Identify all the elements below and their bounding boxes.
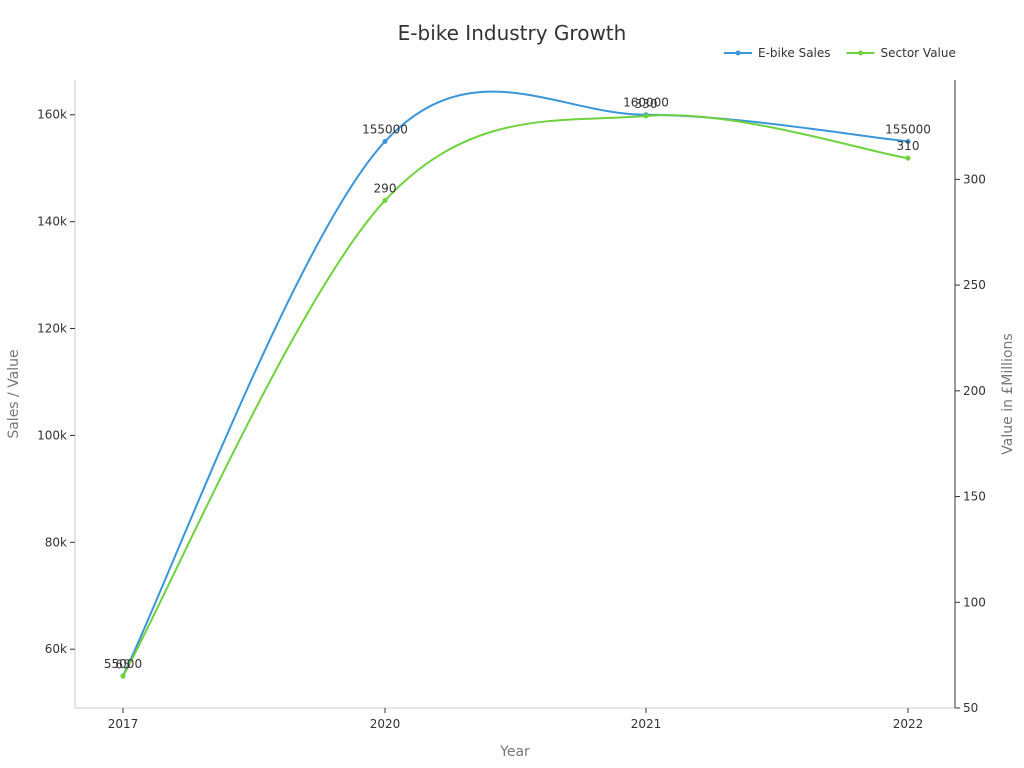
- left-tick-label-1: 80k: [45, 535, 67, 549]
- series-1-point-3: [905, 155, 911, 161]
- series-line-1: [122, 114, 909, 677]
- right-axis-title: Value in £Millions: [1000, 333, 1016, 454]
- x-tick-label-3: 2022: [893, 717, 924, 731]
- series-0-label-3: 155000: [885, 122, 931, 136]
- series-0-label-0: 55000: [104, 657, 142, 671]
- series-0-label-2: 160000: [623, 96, 669, 110]
- right-tick-label-1: 100: [963, 595, 986, 609]
- series-0-label-1: 155000: [362, 122, 408, 136]
- right-tick-label-5: 300: [963, 172, 986, 186]
- series-0-point-3: [905, 138, 911, 144]
- legend-marker-1: [858, 50, 864, 56]
- right-tick-label-4: 250: [963, 278, 986, 292]
- left-tick-label-0: 60k: [45, 642, 67, 656]
- legend-label-1: Sector Value: [881, 46, 956, 60]
- x-tick-label-1: 2020: [370, 717, 401, 731]
- left-tick-label-4: 140k: [37, 215, 67, 229]
- series-1-label-0: 65: [115, 657, 130, 671]
- x-axis-title: Year: [499, 744, 530, 760]
- x-axis-ticks: 2017 2020 2021 2022: [108, 708, 924, 731]
- series-1-label-1: 290: [374, 182, 397, 196]
- right-tick-label-0: 50: [963, 701, 978, 715]
- series-1-point-2: [643, 113, 649, 119]
- series-1-point-1: [382, 198, 388, 204]
- legend-marker-0: [735, 50, 741, 56]
- data-labels: 55000 155000 160000 155000 65 290 330 310: [104, 96, 931, 672]
- right-tick-label-3: 200: [963, 384, 986, 398]
- chart-title: E-bike Industry Growth: [398, 21, 627, 45]
- x-tick-label-0: 2017: [108, 717, 139, 731]
- series-1-point-0: [120, 673, 126, 679]
- legend: E-bike Sales Sector Value: [724, 46, 956, 60]
- legend-label-0: E-bike Sales: [758, 46, 831, 60]
- left-tick-label-2: 100k: [37, 428, 67, 442]
- series-layer: [120, 90, 911, 679]
- right-axis-ticks: 50 100 150 200 250 300: [955, 172, 986, 715]
- left-tick-label-5: 160k: [37, 108, 67, 122]
- x-tick-label-2: 2021: [631, 717, 662, 731]
- series-0-point-1: [382, 138, 388, 144]
- left-axis-ticks: 60k 80k 100k 120k 140k 160k: [37, 108, 75, 656]
- right-tick-label-2: 150: [963, 490, 986, 504]
- series-1-label-2: 330: [635, 97, 658, 111]
- left-tick-label-3: 120k: [37, 322, 67, 336]
- series-line-0: [122, 90, 909, 677]
- left-axis-title: Sales / Value: [6, 349, 22, 438]
- series-1-label-3: 310: [897, 139, 920, 153]
- plot-area: [74, 80, 956, 709]
